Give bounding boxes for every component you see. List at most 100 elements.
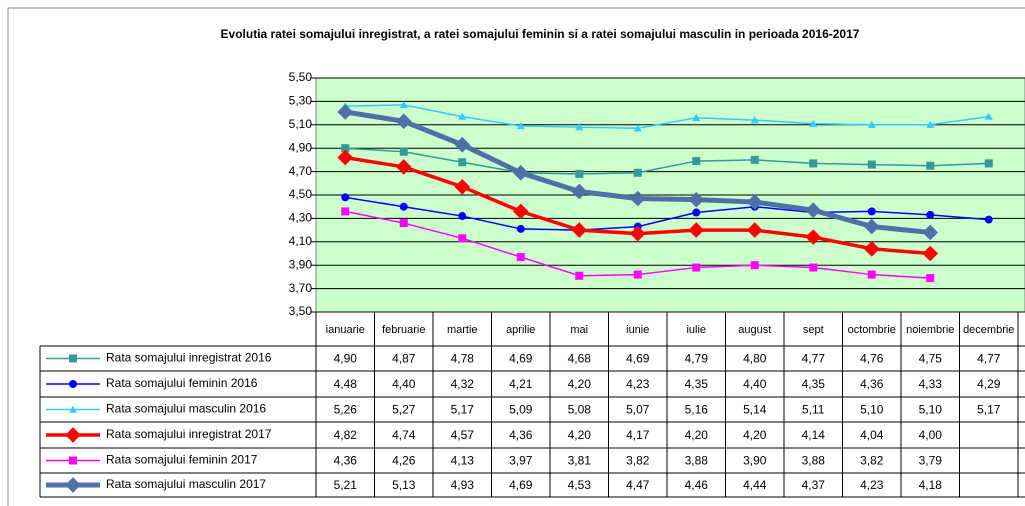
legend-label: Rata somajului inregistrat 2017 [106,427,272,441]
legend-marker [65,477,81,493]
marker [809,159,818,168]
marker [575,123,584,131]
table-value: 4,23 [860,478,884,492]
table-value: 4,80 [743,352,767,366]
marker [926,274,935,283]
table-value: 4,20 [568,428,592,442]
chart-title: Evolutia ratei somajului inregistrat, a … [220,27,860,41]
marker [454,136,471,153]
legend-label: Rata somajului masculin 2017 [106,477,266,491]
table-value: 4,77 [802,352,826,366]
table-value: 4,29 [977,377,1001,391]
marker [458,112,467,120]
table-value: 5,10 [860,403,884,417]
series-line [345,196,989,231]
table-value: 4,93 [451,478,475,492]
table-value: 5,27 [392,403,416,417]
marker [750,155,759,164]
marker [863,218,880,235]
table-value: 4,44 [743,478,767,492]
table-value: 4,68 [568,352,592,366]
legend-marker [69,456,77,465]
table-value: 3,97 [509,454,533,468]
table-value: 4,21 [509,377,533,391]
legend-marker [69,380,77,388]
marker [458,158,467,167]
marker [809,119,818,127]
marker [458,212,467,221]
table-value: 4,36 [334,454,358,468]
marker [571,222,588,238]
table-value: 4,75 [919,352,943,366]
marker [633,124,642,132]
table-value: 5,17 [977,403,1001,417]
x-tick-label: octombrie [847,323,896,336]
y-tick-label: 3,90 [289,257,313,271]
y-tick-label: 5,50 [289,70,313,84]
y-tick-label: 4,70 [289,164,313,178]
marker [692,208,701,217]
table-value: 4,36 [860,377,884,391]
x-tick-label: august [738,323,772,336]
marker [341,193,350,202]
marker [516,224,525,233]
legend-marker [69,354,77,363]
marker [454,179,471,195]
marker [629,190,646,207]
x-tick-label: noiembrie [906,323,955,336]
table-value: 5,17 [451,403,475,417]
table-value: 4,69 [509,352,533,366]
table-value: 3,81 [568,454,592,468]
table-value: 5,09 [509,403,533,417]
series-line [345,147,989,175]
marker [337,104,354,120]
marker [341,144,350,153]
table-value: 4,69 [509,478,533,492]
legend-label: Rata somajului feminin 2016 [106,376,258,390]
marker [805,229,822,245]
table-value: 3,88 [685,454,709,468]
marker [341,207,350,216]
table-value: 4,46 [685,478,709,492]
table-value: 3,88 [802,454,826,468]
table-value: 5,08 [568,403,592,417]
table-value: 4,77 [977,352,1001,366]
marker [395,159,412,175]
table-value: 4,13 [451,454,475,468]
table-value: 4,14 [802,428,826,442]
table-value: 5,11 [802,403,825,417]
table-value: 3,79 [919,454,943,468]
marker [575,271,584,280]
table-value: 5,13 [392,478,416,492]
table-value: 4,20 [568,377,592,391]
x-tick-label: martie [446,323,478,336]
marker [984,215,993,224]
y-tick-label: 4,50 [289,187,313,201]
marker [399,147,408,156]
table-value: 4,53 [568,478,592,492]
marker [867,270,876,279]
legend-marker [69,405,77,413]
marker [746,194,763,210]
x-tick-label: februarie [382,323,426,336]
marker [863,241,880,257]
marker [571,183,588,200]
marker [512,203,529,220]
table-value: 4,74 [392,428,416,442]
table-value: 4,20 [743,428,767,442]
table-value: 4,90 [334,352,358,366]
table-value: 4,57 [451,428,475,442]
table-value: 5,14 [743,403,767,417]
marker [633,168,642,177]
marker [633,270,642,279]
y-tick-label: 4,30 [289,211,313,225]
x-tick-label: aprilie [506,323,536,336]
marker [922,245,939,262]
marker [399,219,408,228]
marker [926,210,935,219]
marker [926,120,935,128]
x-tick-label: decembrie [963,323,1015,336]
table-value: 3,82 [860,454,884,468]
